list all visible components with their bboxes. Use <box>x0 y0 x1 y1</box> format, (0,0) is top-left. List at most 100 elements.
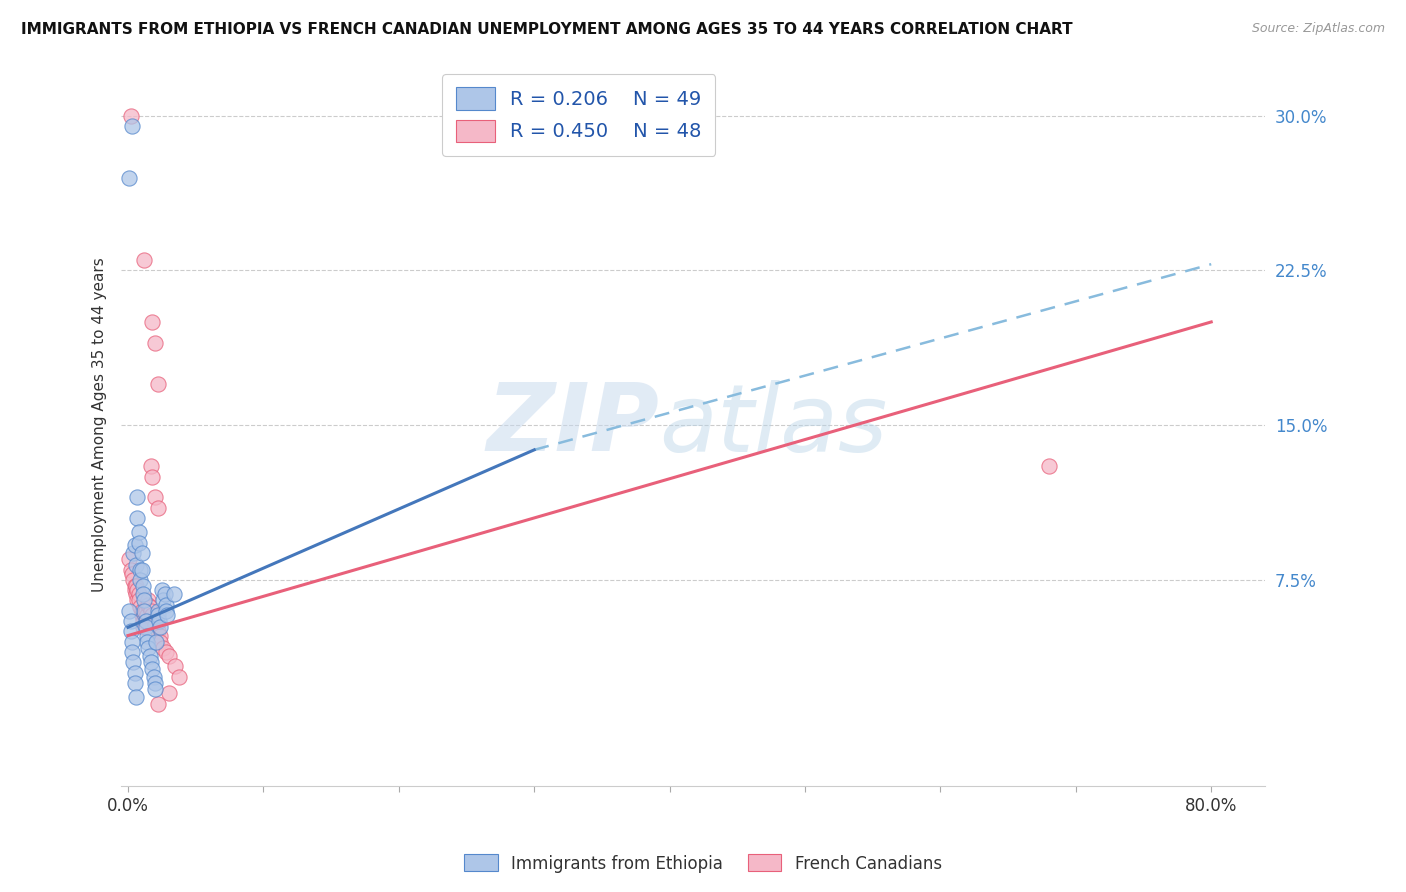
Point <box>145 634 167 648</box>
Point <box>146 697 169 711</box>
Point <box>124 538 146 552</box>
Point <box>121 645 143 659</box>
Point <box>139 459 162 474</box>
Point <box>134 253 156 268</box>
Point <box>124 676 146 690</box>
Point <box>139 604 162 618</box>
Point <box>132 620 155 634</box>
Point <box>138 649 160 664</box>
Point <box>152 640 174 655</box>
Point <box>122 573 145 587</box>
Point <box>142 670 165 684</box>
Point <box>127 511 149 525</box>
Point <box>127 593 149 607</box>
Point <box>131 562 153 576</box>
Point <box>149 620 172 634</box>
Point <box>152 593 174 607</box>
Text: IMMIGRANTS FROM ETHIOPIA VS FRENCH CANADIAN UNEMPLOYMENT AMONG AGES 35 TO 44 YEA: IMMIGRANTS FROM ETHIOPIA VS FRENCH CANAD… <box>21 22 1073 37</box>
Y-axis label: Unemployment Among Ages 35 to 44 years: Unemployment Among Ages 35 to 44 years <box>93 258 107 592</box>
Point <box>149 634 172 648</box>
Point <box>122 656 145 670</box>
Point <box>141 315 163 329</box>
Point <box>128 535 150 549</box>
Point <box>122 546 145 560</box>
Point <box>127 491 149 505</box>
Point <box>155 604 177 618</box>
Point <box>155 645 177 659</box>
Point <box>131 604 153 618</box>
Point <box>143 491 166 505</box>
Point <box>146 604 169 618</box>
Point <box>163 587 186 601</box>
Point <box>136 598 159 612</box>
Point <box>169 670 191 684</box>
Point <box>120 614 142 628</box>
Point <box>157 649 180 664</box>
Point <box>157 686 180 700</box>
Legend: Immigrants from Ethiopia, French Canadians: Immigrants from Ethiopia, French Canadia… <box>458 847 948 880</box>
Point <box>129 573 152 587</box>
Point <box>146 500 169 515</box>
Point <box>120 109 142 123</box>
Point <box>135 614 157 628</box>
Point <box>135 614 157 628</box>
Point <box>134 607 156 622</box>
Point <box>118 604 141 618</box>
Point <box>143 676 166 690</box>
Point <box>132 579 155 593</box>
Point <box>155 598 177 612</box>
Point <box>132 587 155 601</box>
Point <box>136 607 159 622</box>
Point <box>125 587 148 601</box>
Point <box>125 579 148 593</box>
Point <box>156 607 179 622</box>
Legend: R = 0.206    N = 49, R = 0.450    N = 48: R = 0.206 N = 49, R = 0.450 N = 48 <box>443 74 716 155</box>
Point <box>148 614 170 628</box>
Point <box>118 170 141 185</box>
Point <box>146 607 169 622</box>
Point <box>120 562 142 576</box>
Point <box>127 583 149 598</box>
Point <box>128 593 150 607</box>
Point <box>153 587 176 601</box>
Point <box>142 614 165 628</box>
Point <box>135 604 157 618</box>
Point <box>1038 459 1060 474</box>
Point <box>124 583 146 598</box>
Point <box>143 682 166 697</box>
Point <box>128 587 150 601</box>
Point <box>120 624 142 639</box>
Point <box>125 690 148 705</box>
Point <box>129 599 152 614</box>
Point <box>150 583 173 598</box>
Point <box>136 593 159 607</box>
Point <box>141 661 163 675</box>
Point <box>124 665 146 680</box>
Point <box>132 614 155 628</box>
Text: Source: ZipAtlas.com: Source: ZipAtlas.com <box>1251 22 1385 36</box>
Point <box>165 659 187 673</box>
Point <box>136 634 159 648</box>
Point <box>131 546 153 560</box>
Point <box>118 552 141 566</box>
Point <box>125 558 148 573</box>
Point <box>124 579 146 593</box>
Point <box>121 634 143 648</box>
Text: ZIP: ZIP <box>486 379 659 471</box>
Point <box>128 525 150 540</box>
Point <box>141 469 163 483</box>
Point <box>121 119 143 133</box>
Point <box>136 640 159 655</box>
Point <box>143 335 166 350</box>
Point <box>134 593 156 607</box>
Point <box>146 376 169 391</box>
Text: atlas: atlas <box>659 380 887 471</box>
Point <box>139 656 162 670</box>
Point <box>136 628 159 642</box>
Point <box>138 599 160 614</box>
Point <box>121 566 143 581</box>
Point <box>135 620 157 634</box>
Point <box>134 604 156 618</box>
Point <box>146 624 169 639</box>
Point <box>129 562 152 576</box>
